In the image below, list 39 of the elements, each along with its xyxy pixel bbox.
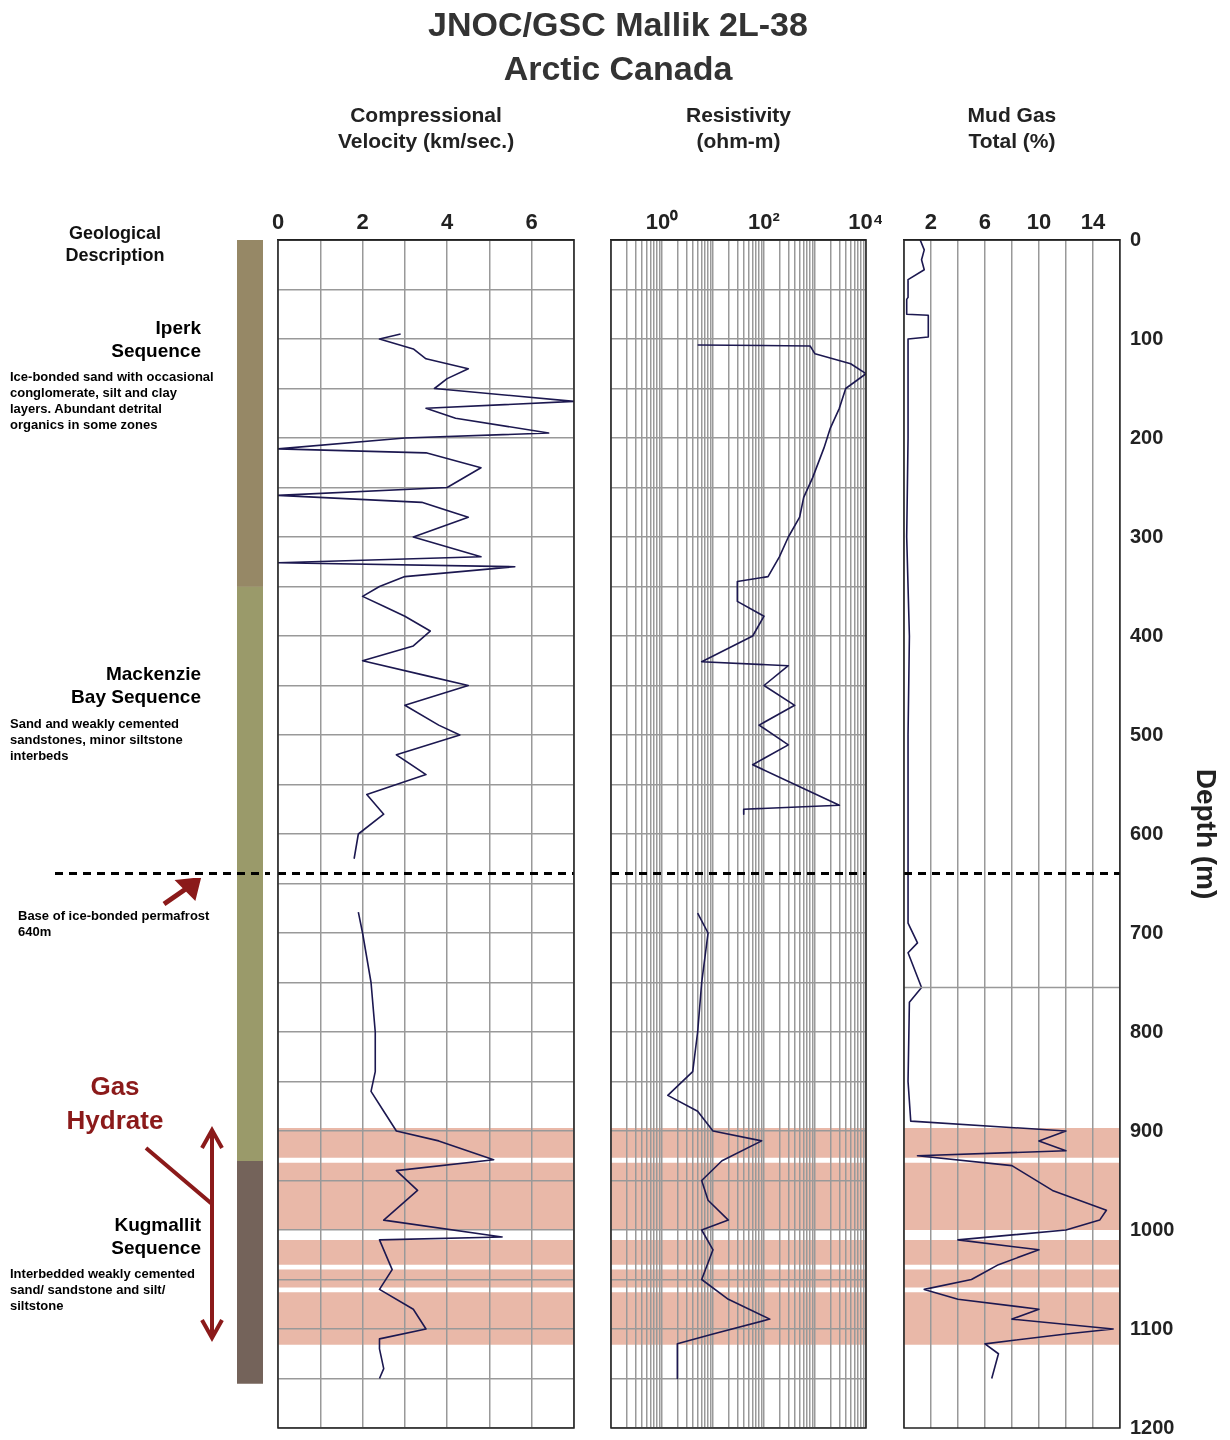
series-label: Iperk Sequence <box>111 316 202 361</box>
x-axis-title: Compressional Velocity (km/sec.) <box>337 103 515 152</box>
x-axis-title: Geological Description <box>64 222 166 266</box>
x-tick-label: 10⁰ <box>645 208 679 234</box>
y-axis-title: Depth (m) <box>1191 768 1223 900</box>
x-axis-title: Resistivity (ohm-m) <box>685 103 792 152</box>
text: Gas Hydrate <box>66 1071 164 1136</box>
y-tick-label: 1000 <box>1129 1217 1175 1240</box>
y-tick-label: 800 <box>1129 1019 1164 1042</box>
ref-line-label: Base of ice-bonded permafrost 640m <box>18 907 211 939</box>
text: Ice-bonded sand with occasional conglomerate, silt and clay layers. Abundant detrital organics in some zones <box>10 369 214 433</box>
y-tick-label: 600 <box>1129 821 1164 844</box>
y-tick-label: 400 <box>1129 623 1164 646</box>
x-tick-label: 10² <box>748 208 780 234</box>
x-tick-label: 10 <box>1026 208 1052 234</box>
series-label: Kugmallit Sequence <box>111 1214 202 1259</box>
text: Sand and weakly cemented sandstones, minor siltstone interbeds <box>10 715 183 763</box>
text: Arctic Canada <box>502 48 734 89</box>
series-label: Mackenzie Bay Sequence <box>71 663 201 708</box>
y-tick-label: 100 <box>1129 326 1164 349</box>
x-tick-label: 10⁴ <box>848 208 884 234</box>
text: JNOC/GSC Mallik 2L-38 <box>427 4 809 45</box>
y-tick-label: 200 <box>1129 425 1164 448</box>
x-axis-title: Mud Gas Total (%) <box>967 103 1057 152</box>
x-tick-label: 6 <box>525 208 538 234</box>
y-tick-label: 300 <box>1129 524 1164 547</box>
x-tick-label: 2 <box>924 208 938 234</box>
x-tick-label: 0 <box>271 208 285 234</box>
x-tick-label: 6 <box>978 208 992 234</box>
x-tick-label: 14 <box>1080 208 1106 234</box>
y-tick-label: 900 <box>1129 1118 1164 1141</box>
x-tick-label: 2 <box>356 208 369 234</box>
y-tick-label: 1100 <box>1129 1316 1174 1339</box>
y-tick-label: 500 <box>1129 722 1164 745</box>
y-tick-label: 1200 <box>1129 1415 1175 1438</box>
y-tick-label: 0 <box>1129 227 1142 250</box>
y-tick-label: 700 <box>1129 920 1164 943</box>
text: Interbedded weakly cemented sand/ sandstone and silt/ siltstone <box>10 1266 196 1314</box>
x-tick-label: 4 <box>441 208 455 234</box>
